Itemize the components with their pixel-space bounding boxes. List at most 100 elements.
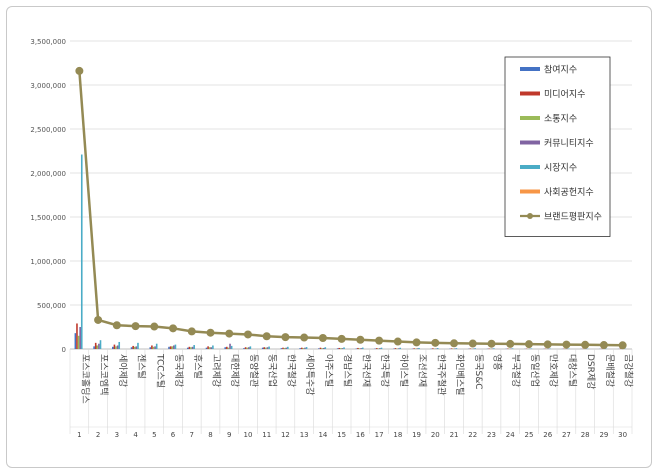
bar <box>530 348 533 349</box>
bar <box>80 154 83 349</box>
legend-label: 참여지수 <box>544 64 577 76</box>
line-point <box>356 335 365 344</box>
bar <box>455 348 458 349</box>
x-tick-label: 만호제강 <box>548 354 559 387</box>
bar <box>285 347 288 349</box>
bar <box>305 347 308 349</box>
bar <box>343 347 345 349</box>
x-tick-label: TCC스틸 <box>154 353 165 388</box>
rank-label: 16 <box>356 431 365 439</box>
rank-label: 20 <box>431 431 440 439</box>
bar <box>190 347 192 349</box>
bar <box>205 347 208 349</box>
line-point <box>112 321 121 330</box>
legend-label: 시장지수 <box>544 163 577 174</box>
bar <box>244 347 247 349</box>
line-point <box>431 338 440 347</box>
x-tick-label: 부국철강 <box>510 354 521 387</box>
bar <box>300 347 303 349</box>
line-point <box>375 336 384 345</box>
line-point <box>337 334 346 343</box>
y-tick-label: 500,000 <box>37 302 66 310</box>
bar <box>358 348 361 349</box>
legend-label: 커뮤니티지수 <box>544 138 594 149</box>
bar <box>319 347 322 349</box>
bar <box>76 323 78 349</box>
legend-swatch <box>520 116 540 120</box>
line-point <box>543 340 552 349</box>
bar <box>304 347 306 349</box>
bar <box>193 345 195 349</box>
bar <box>96 345 99 349</box>
x-tick-label: 금강철강 <box>623 354 634 387</box>
bar <box>396 348 398 349</box>
x-tick-label: 포스코홀딩스 <box>79 354 91 404</box>
bar <box>511 348 514 349</box>
bar <box>135 346 138 349</box>
rank-label: 26 <box>543 431 552 439</box>
line-point <box>150 322 159 331</box>
line-point <box>225 329 234 338</box>
bar <box>454 348 456 349</box>
line-point <box>75 66 84 75</box>
y-tick-label: 3,500,000 <box>30 38 66 46</box>
rank-label: 29 <box>599 431 608 439</box>
bar <box>212 345 214 349</box>
legend-swatch <box>520 91 540 96</box>
rank-label: 22 <box>468 431 477 439</box>
bar <box>74 333 77 349</box>
x-tick-label: 동국제강 <box>173 354 184 387</box>
bar <box>287 346 289 349</box>
x-tick-label: 세아특수강 <box>304 354 315 395</box>
bar <box>224 347 227 349</box>
bar <box>340 348 342 349</box>
rank-label: 2 <box>96 431 100 439</box>
x-tick-label: 세아제강 <box>117 354 128 387</box>
bar <box>93 346 95 349</box>
line-point <box>262 332 271 341</box>
rank-label: 27 <box>562 431 571 439</box>
rank-label: 12 <box>281 431 290 439</box>
bar <box>282 347 284 349</box>
bar <box>341 348 344 349</box>
bar <box>191 346 194 349</box>
x-tick-label: 포스코엠텍 <box>98 354 110 395</box>
rank-label: 1 <box>77 431 81 439</box>
x-tick-label: 동일산업 <box>529 354 540 387</box>
x-tick-label: 아주스틸 <box>323 354 334 387</box>
rank-label: 19 <box>412 431 421 439</box>
bar <box>268 346 270 349</box>
rank-label: 4 <box>133 431 138 439</box>
legend-box <box>504 56 611 237</box>
x-tick-label: 젠스틸 <box>136 354 147 379</box>
bar <box>336 348 339 349</box>
bar <box>261 347 264 349</box>
rank-label: 17 <box>375 431 384 439</box>
bar <box>397 348 400 349</box>
legend-label: 소통지수 <box>544 114 577 125</box>
bar <box>77 335 80 349</box>
bar <box>118 341 121 349</box>
bar <box>171 346 174 349</box>
bar <box>246 347 248 349</box>
line-point <box>599 341 608 350</box>
bar <box>130 347 133 349</box>
bar <box>155 343 158 349</box>
legend-swatch <box>520 67 540 71</box>
line-point <box>450 339 459 348</box>
bar <box>377 348 380 349</box>
bar <box>243 348 245 349</box>
bar <box>416 348 419 349</box>
x-tick-label: 한국선재 <box>360 354 371 387</box>
legend-label: 미디어지수 <box>544 89 585 100</box>
bar <box>375 348 378 349</box>
x-tick-label: 동양철관 <box>248 354 259 387</box>
bar <box>230 345 233 349</box>
bar <box>210 347 213 349</box>
bar <box>361 347 364 349</box>
rank-label: 18 <box>393 431 402 439</box>
y-tick-label: 2,500,000 <box>30 126 66 134</box>
bar <box>149 347 152 349</box>
bar <box>98 343 100 349</box>
